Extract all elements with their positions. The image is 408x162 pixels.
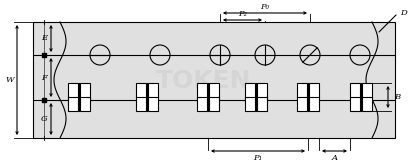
Bar: [197, 83, 207, 111]
Bar: [80, 83, 90, 111]
Bar: [136, 83, 146, 111]
Bar: [33, 22, 395, 138]
Text: F: F: [41, 74, 47, 81]
Text: P₁: P₁: [253, 154, 262, 162]
Text: A: A: [331, 154, 337, 162]
Bar: [209, 83, 219, 111]
Text: TOKEN: TOKEN: [156, 69, 252, 93]
Text: B: B: [394, 93, 400, 101]
Bar: [297, 83, 307, 111]
Bar: [309, 83, 319, 111]
Bar: [245, 83, 255, 111]
Bar: [148, 83, 158, 111]
Text: E: E: [41, 35, 47, 42]
Text: P₂: P₂: [238, 10, 247, 18]
Text: P₀: P₀: [260, 3, 270, 11]
Bar: [350, 83, 360, 111]
Text: G: G: [41, 115, 47, 123]
Bar: [257, 83, 267, 111]
Bar: [68, 83, 78, 111]
Text: D: D: [400, 9, 407, 17]
Bar: [362, 83, 372, 111]
Text: W: W: [6, 76, 14, 84]
